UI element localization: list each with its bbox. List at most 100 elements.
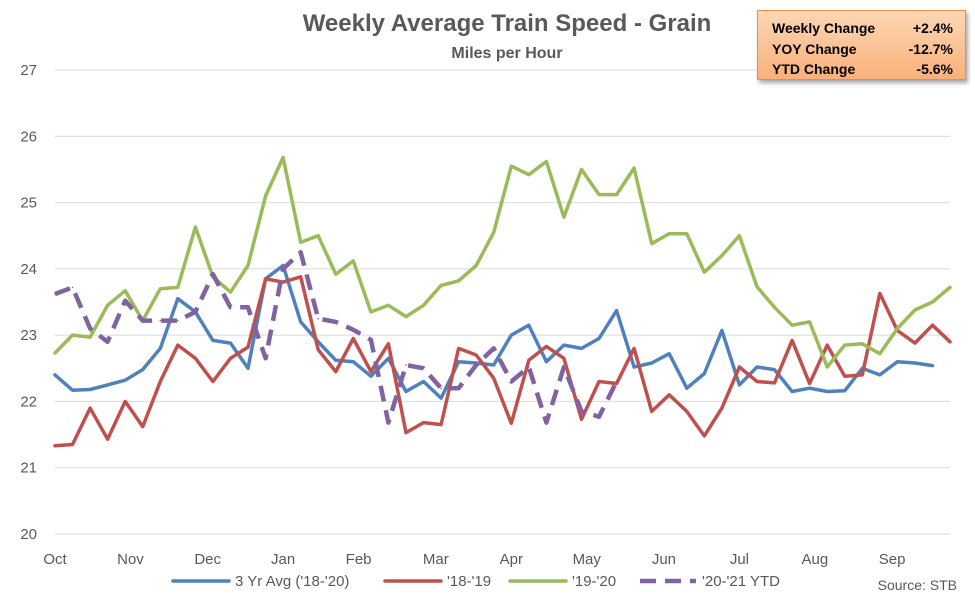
data-point: [650, 362, 653, 364]
data-point: [89, 407, 91, 409]
data-point: [633, 366, 635, 368]
data-point: [668, 394, 670, 396]
data-point: [71, 443, 74, 446]
source-note: Source: STB: [878, 577, 957, 593]
x-tick-label: Dec: [194, 551, 221, 568]
data-point: [545, 345, 548, 348]
data-point: [405, 390, 407, 393]
x-tick-label: Oct: [43, 551, 67, 568]
legend-label: '20-'21 YTD: [702, 573, 780, 590]
series-3: [53, 155, 952, 369]
data-point: [686, 387, 688, 390]
stat-label: YTD Change: [772, 61, 856, 77]
x-tick-label: Feb: [346, 551, 372, 568]
data-point: [264, 195, 267, 197]
data-point: [405, 364, 407, 366]
data-point: [475, 364, 478, 366]
y-tick-label: 23: [20, 327, 37, 344]
data-point: [791, 339, 793, 342]
data-point: [756, 286, 758, 288]
data-point: [703, 435, 706, 437]
data-point: [335, 359, 337, 362]
y-tick-label: 22: [20, 393, 37, 410]
data-point: [808, 387, 811, 390]
data-point: [914, 342, 916, 344]
x-tick-label: Jul: [730, 551, 749, 568]
legend-label: '18-'19: [447, 573, 491, 590]
data-point: [440, 397, 442, 399]
data-point: [457, 360, 460, 363]
data-point: [598, 193, 600, 196]
data-point: [457, 387, 460, 390]
data-point: [773, 382, 776, 384]
data-point: [299, 241, 302, 244]
data-point: [387, 304, 390, 307]
data-point: [177, 344, 179, 346]
data-point: [475, 264, 478, 267]
data-point: [299, 251, 302, 254]
data-point: [563, 357, 565, 360]
data-point: [370, 311, 372, 313]
data-point: [808, 321, 811, 323]
data-point: [545, 360, 548, 363]
y-tick-label: 21: [20, 460, 37, 477]
data-point: [370, 375, 372, 378]
gridlines: [55, 69, 950, 535]
data-point: [335, 273, 337, 276]
data-point: [194, 311, 197, 313]
data-point: [721, 254, 723, 257]
data-point: [282, 268, 284, 270]
data-point: [492, 231, 495, 234]
data-point: [177, 286, 179, 289]
series-layer: [53, 155, 952, 448]
legend: 3 Yr Avg ('18-'20) '18-'19 '19-'20 '20-'21 …: [171, 573, 780, 590]
stat-row-yoy: YOY Change -12.7%: [772, 39, 953, 60]
data-point: [247, 264, 249, 267]
data-point: [264, 278, 267, 280]
data-point: [738, 234, 741, 237]
data-point: [212, 273, 214, 276]
data-point: [71, 334, 74, 336]
data-point: [422, 380, 425, 383]
legend-label: '19-'20: [572, 573, 616, 590]
stat-value: +2.4%: [912, 20, 953, 36]
data-point: [124, 400, 126, 403]
data-point: [879, 374, 881, 376]
data-point: [457, 280, 460, 282]
data-point: [650, 410, 653, 413]
data-point: [71, 286, 74, 289]
data-point: [106, 304, 109, 307]
stat-value: -5.6%: [916, 61, 953, 77]
data-point: [598, 415, 600, 418]
data-point: [264, 357, 267, 360]
data-point: [861, 343, 864, 345]
data-point: [124, 379, 126, 382]
data-point: [299, 276, 302, 278]
data-point: [843, 344, 846, 346]
change-summary-box: Weekly Change +2.4% YOY Change -12.7% YT…: [757, 10, 966, 80]
data-point: [317, 234, 320, 237]
data-point: [159, 347, 162, 350]
chart-title: Weekly Average Train Speed - Grain: [303, 10, 712, 37]
data-point: [914, 309, 916, 311]
data-point: [229, 342, 232, 344]
data-point: [650, 242, 653, 245]
x-tick-label: Jun: [652, 551, 676, 568]
data-point: [896, 327, 899, 330]
data-point: [194, 357, 197, 360]
data-point: [914, 362, 916, 364]
stat-row-weekly: Weekly Change +2.4%: [772, 18, 953, 39]
data-point: [580, 410, 583, 413]
data-point: [440, 387, 442, 390]
data-point: [54, 293, 56, 295]
y-tick-label: 26: [20, 128, 37, 145]
data-point: [422, 304, 425, 307]
y-tick-label: 25: [20, 195, 37, 212]
data-point: [457, 347, 460, 350]
data-point: [141, 425, 144, 428]
data-point: [756, 366, 758, 368]
data-point: [370, 370, 372, 373]
data-point: [843, 390, 846, 392]
data-point: [106, 384, 109, 386]
